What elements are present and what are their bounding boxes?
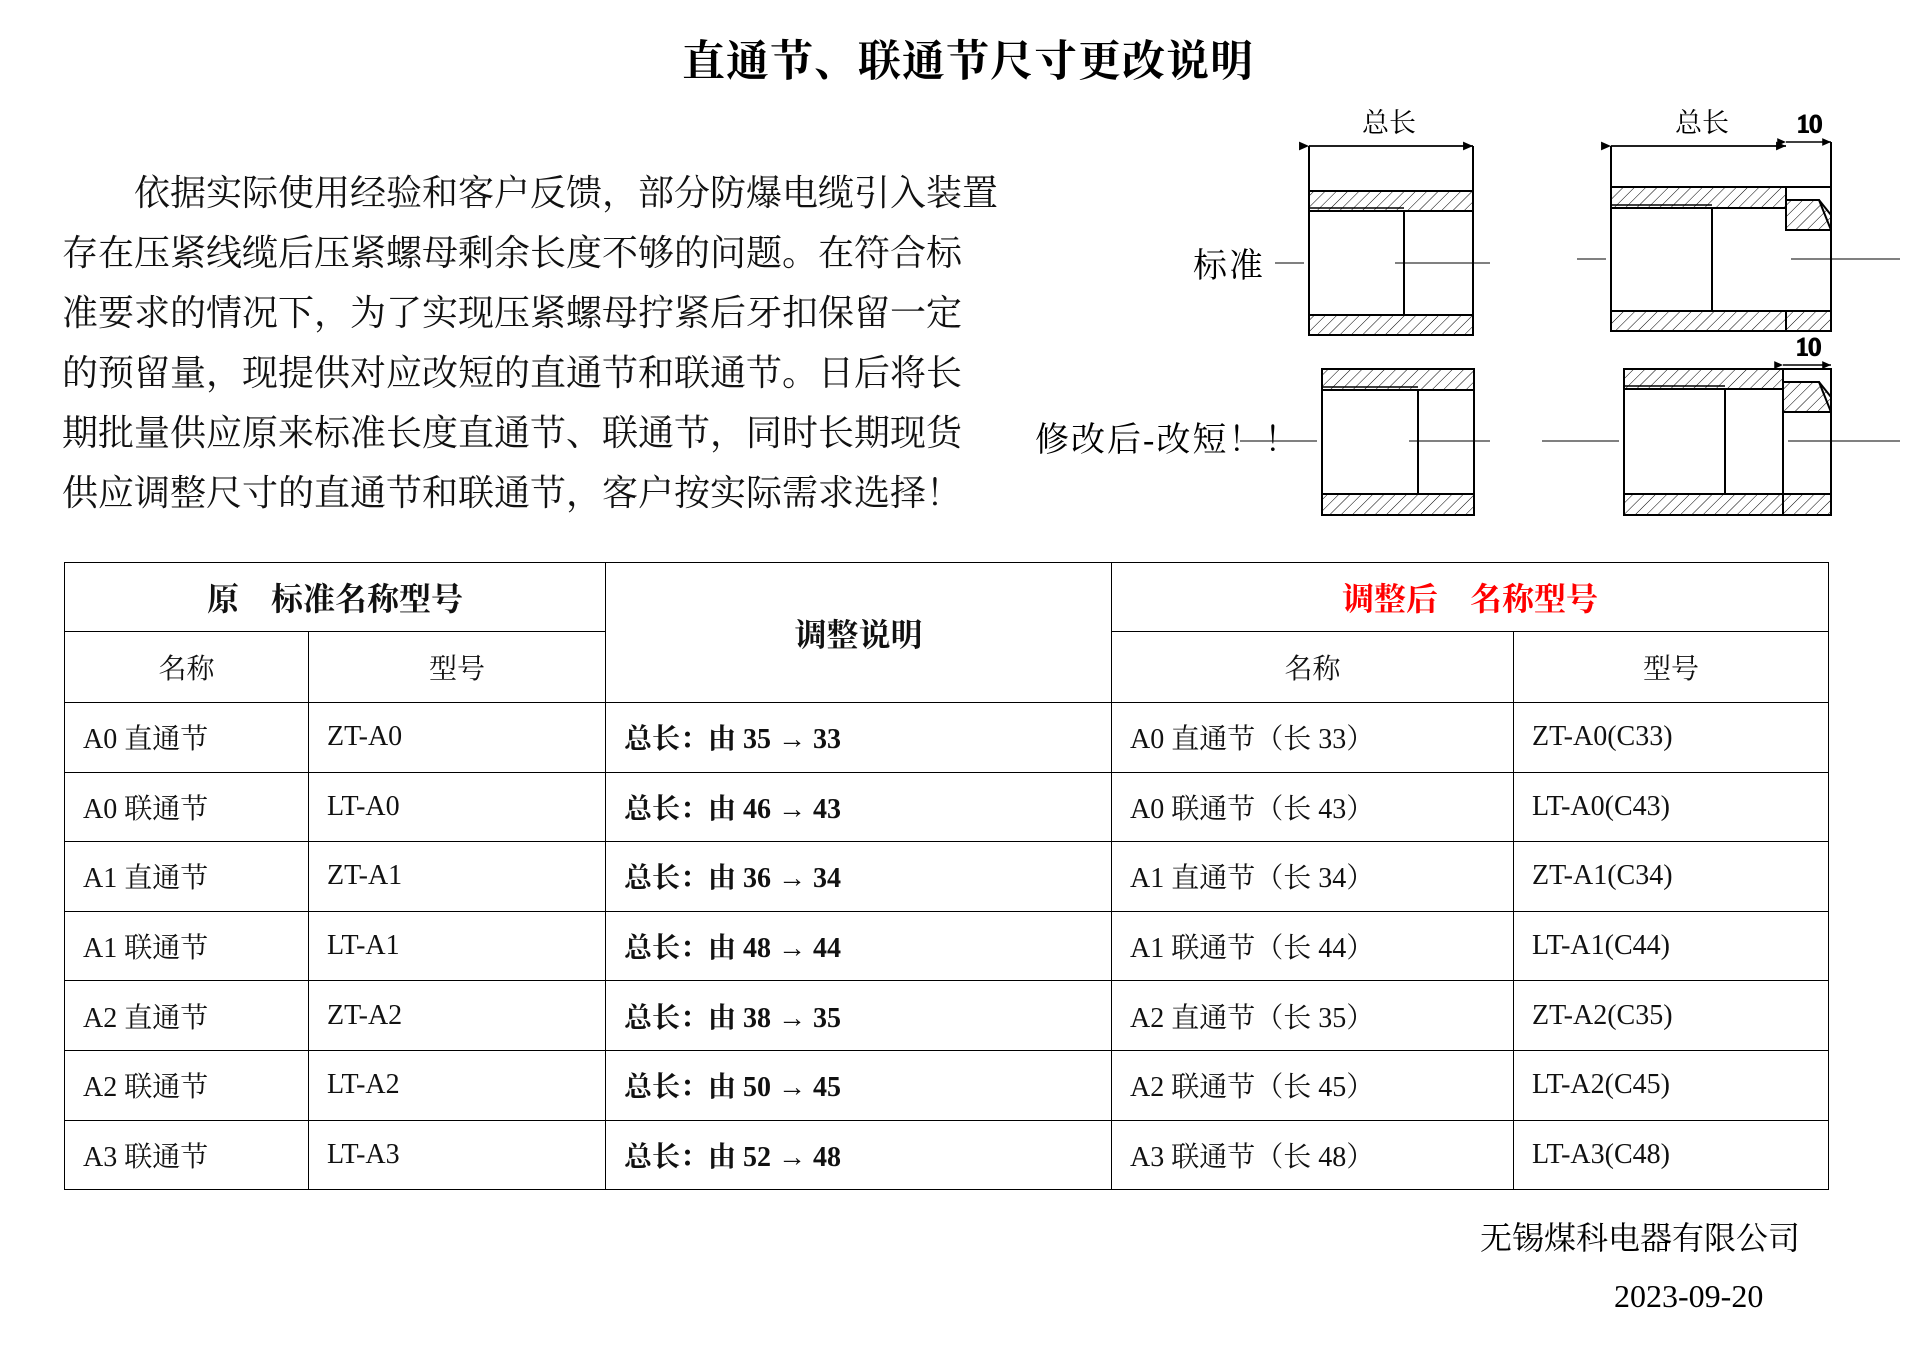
svg-text:10: 10 <box>1796 334 1821 361</box>
svg-text:总长: 总长 <box>1675 108 1729 138</box>
svg-text:10: 10 <box>1797 111 1822 138</box>
svg-text:总长: 总长 <box>1362 108 1416 138</box>
